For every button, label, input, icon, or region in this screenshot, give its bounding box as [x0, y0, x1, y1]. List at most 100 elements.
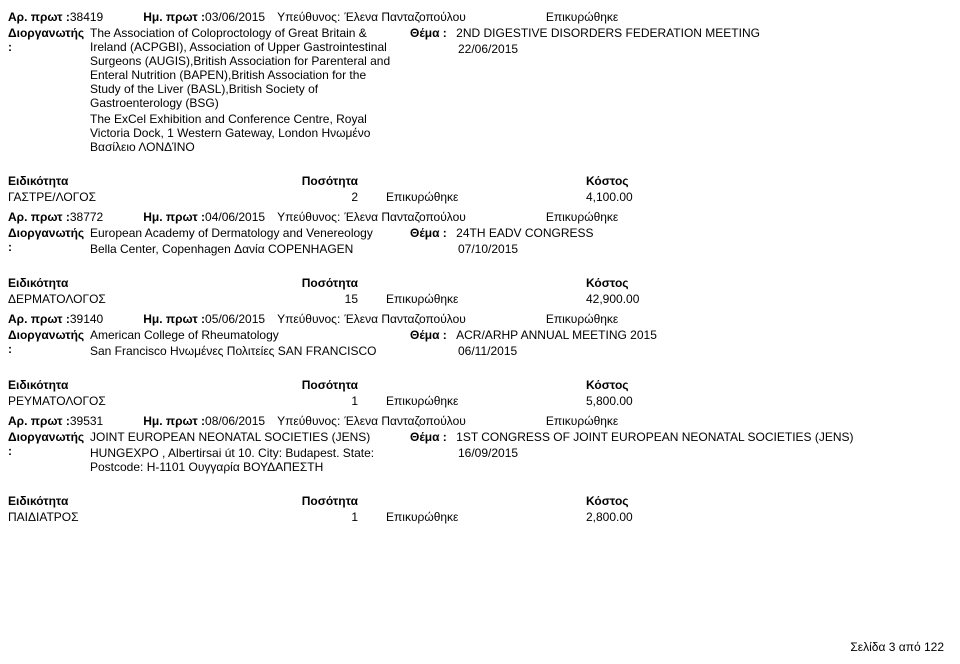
- table-row: ΡΕΥΜΑΤΟΛΟΓΟΣ 1 Επικυρώθηκε 5,800.00: [8, 394, 952, 408]
- label-prot-no: Αρ. πρωτ :: [8, 10, 70, 24]
- value-address: San Francisco Ηνωμένες Πολιτείες SAN FRA…: [90, 344, 400, 358]
- label-prot-date: Ημ. πρωτ :: [143, 10, 205, 24]
- value-subject-date: 07/10/2015: [458, 242, 594, 256]
- cell-quantity: 1: [268, 394, 358, 408]
- col-quantity: Ποσότητα: [268, 276, 358, 290]
- value-subject-date: 22/06/2015: [458, 42, 760, 56]
- col-specialty: Ειδικότητα: [8, 174, 268, 188]
- label-responsible: Υπεύθυνος:: [277, 312, 340, 326]
- cell-status: Επικυρώθηκε: [358, 190, 586, 204]
- label-prot-date: Ημ. πρωτ :: [143, 414, 205, 428]
- subject-block: Θέμα : 1ST CONGRESS OF JOINT EUROPEAN NE…: [410, 430, 854, 460]
- col-specialty: Ειδικότητα: [8, 494, 268, 508]
- value-header-status: Επικυρώθηκε: [546, 210, 618, 224]
- subject-block: Θέμα : 24TH EADV CONGRESS 07/10/2015: [410, 226, 594, 256]
- organizer-block: The Association of Coloproctology of Gre…: [90, 26, 400, 154]
- table-header: Ειδικότητα Ποσότητα Κόστος: [8, 378, 952, 392]
- value-prot-date: 04/06/2015: [205, 210, 265, 224]
- record-header: Αρ. πρωτ : 38419 Ημ. πρωτ : 03/06/2015 Υ…: [8, 10, 952, 24]
- cell-cost: 42,900.00: [586, 292, 716, 306]
- col-quantity: Ποσότητα: [268, 494, 358, 508]
- value-header-status: Επικυρώθηκε: [546, 414, 618, 428]
- organizer-block: JOINT EUROPEAN NEONATAL SOCIETIES (JENS)…: [90, 430, 400, 474]
- label-prot-date: Ημ. πρωτ :: [143, 312, 205, 326]
- record: Αρ. πρωτ : 38772 Ημ. πρωτ : 04/06/2015 Υ…: [8, 210, 952, 306]
- record: Αρ. πρωτ : 38419 Ημ. πρωτ : 03/06/2015 Υ…: [8, 10, 952, 204]
- label-subject: Θέμα :: [410, 430, 447, 444]
- value-subject: 2ND DIGESTIVE DISORDERS FEDERATION MEETI…: [456, 26, 760, 40]
- detail-table: Ειδικότητα Ποσότητα Κόστος ΠΑΙΔΙΑΤΡΟΣ 1 …: [8, 494, 952, 524]
- record-header: Αρ. πρωτ : 39140 Ημ. πρωτ : 05/06/2015 Υ…: [8, 312, 952, 326]
- col-cost: Κόστος: [586, 174, 716, 188]
- label-prot-date: Ημ. πρωτ :: [143, 210, 205, 224]
- page-footer: Σελίδα 3 από 122: [850, 640, 944, 654]
- value-subject: 24TH EADV CONGRESS: [456, 226, 593, 240]
- subject-block: Θέμα : 2ND DIGESTIVE DISORDERS FEDERATIO…: [410, 26, 760, 56]
- col-specialty: Ειδικότητα: [8, 378, 268, 392]
- record-body: Διοργανωτής : European Academy of Dermat…: [8, 226, 952, 256]
- value-prot-no: 39531: [70, 414, 103, 428]
- record-header: Αρ. πρωτ : 38772 Ημ. πρωτ : 04/06/2015 Υ…: [8, 210, 952, 224]
- record: Αρ. πρωτ : 39140 Ημ. πρωτ : 05/06/2015 Υ…: [8, 312, 952, 408]
- value-prot-date: 08/06/2015: [205, 414, 265, 428]
- value-responsible: Έλενα Πανταζοπούλου: [344, 210, 466, 224]
- label-prot-no: Αρ. πρωτ :: [8, 414, 70, 428]
- label-prot-no: Αρ. πρωτ :: [8, 210, 70, 224]
- label-organizer: Διοργανωτής :: [8, 26, 90, 54]
- label-responsible: Υπεύθυνος:: [277, 414, 340, 428]
- value-header-status: Επικυρώθηκε: [546, 312, 618, 326]
- col-status-spacer: [358, 494, 586, 508]
- value-subject-date: 16/09/2015: [458, 446, 854, 460]
- table-row: ΠΑΙΔΙΑΤΡΟΣ 1 Επικυρώθηκε 2,800.00: [8, 510, 952, 524]
- subject-block: Θέμα : ACR/ARHP ANNUAL MEETING 2015 06/1…: [410, 328, 657, 358]
- label-subject: Θέμα :: [410, 26, 447, 40]
- value-responsible: Έλενα Πανταζοπούλου: [344, 414, 466, 428]
- value-responsible: Έλενα Πανταζοπούλου: [344, 10, 466, 24]
- cell-specialty: ΡΕΥΜΑΤΟΛΟΓΟΣ: [8, 394, 268, 408]
- detail-table: Ειδικότητα Ποσότητα Κόστος ΓΑΣΤΡΕ/ΛΟΓΟΣ …: [8, 174, 952, 204]
- cell-status: Επικυρώθηκε: [358, 510, 586, 524]
- value-prot-no: 38772: [70, 210, 103, 224]
- table-header: Ειδικότητα Ποσότητα Κόστος: [8, 174, 952, 188]
- col-status-spacer: [358, 378, 586, 392]
- cell-cost: 4,100.00: [586, 190, 716, 204]
- organizer-block: European Academy of Dermatology and Vene…: [90, 226, 400, 256]
- col-cost: Κόστος: [586, 494, 716, 508]
- col-specialty: Ειδικότητα: [8, 276, 268, 290]
- value-prot-no: 38419: [70, 10, 103, 24]
- value-subject: 1ST CONGRESS OF JOINT EUROPEAN NEONATAL …: [456, 430, 853, 444]
- value-organizer: JOINT EUROPEAN NEONATAL SOCIETIES (JENS): [90, 430, 400, 444]
- table-row: ΓΑΣΤΡΕ/ΛΟΓΟΣ 2 Επικυρώθηκε 4,100.00: [8, 190, 952, 204]
- col-status-spacer: [358, 174, 586, 188]
- label-responsible: Υπεύθυνος:: [277, 10, 340, 24]
- table-header: Ειδικότητα Ποσότητα Κόστος: [8, 276, 952, 290]
- value-subject: ACR/ARHP ANNUAL MEETING 2015: [456, 328, 657, 342]
- record-body: Διοργανωτής : The Association of Colopro…: [8, 26, 952, 154]
- cell-status: Επικυρώθηκε: [358, 292, 586, 306]
- value-address: The ExCel Exhibition and Conference Cent…: [90, 112, 400, 154]
- label-responsible: Υπεύθυνος:: [277, 210, 340, 224]
- record-header: Αρ. πρωτ : 39531 Ημ. πρωτ : 08/06/2015 Υ…: [8, 414, 952, 428]
- detail-table: Ειδικότητα Ποσότητα Κόστος ΔΕΡΜΑΤΟΛΟΓΟΣ …: [8, 276, 952, 306]
- cell-specialty: ΠΑΙΔΙΑΤΡΟΣ: [8, 510, 268, 524]
- label-organizer: Διοργανωτής :: [8, 430, 90, 458]
- value-prot-no: 39140: [70, 312, 103, 326]
- label-organizer: Διοργανωτής :: [8, 328, 90, 356]
- detail-table: Ειδικότητα Ποσότητα Κόστος ΡΕΥΜΑΤΟΛΟΓΟΣ …: [8, 378, 952, 408]
- value-organizer: European Academy of Dermatology and Vene…: [90, 226, 400, 240]
- col-cost: Κόστος: [586, 276, 716, 290]
- value-address: HUNGEXPO , Albertirsai út 10. City: Buda…: [90, 446, 400, 474]
- table-header: Ειδικότητα Ποσότητα Κόστος: [8, 494, 952, 508]
- cell-quantity: 1: [268, 510, 358, 524]
- cell-quantity: 2: [268, 190, 358, 204]
- label-subject: Θέμα :: [410, 328, 447, 342]
- table-row: ΔΕΡΜΑΤΟΛΟΓΟΣ 15 Επικυρώθηκε 42,900.00: [8, 292, 952, 306]
- value-header-status: Επικυρώθηκε: [546, 10, 618, 24]
- label-organizer: Διοργανωτής :: [8, 226, 90, 254]
- cell-cost: 2,800.00: [586, 510, 716, 524]
- cell-specialty: ΓΑΣΤΡΕ/ΛΟΓΟΣ: [8, 190, 268, 204]
- value-address: Bella Center, Copenhagen Δανία COPENHAGE…: [90, 242, 400, 256]
- col-quantity: Ποσότητα: [268, 378, 358, 392]
- organizer-block: American College of Rheumatology San Fra…: [90, 328, 400, 358]
- value-prot-date: 05/06/2015: [205, 312, 265, 326]
